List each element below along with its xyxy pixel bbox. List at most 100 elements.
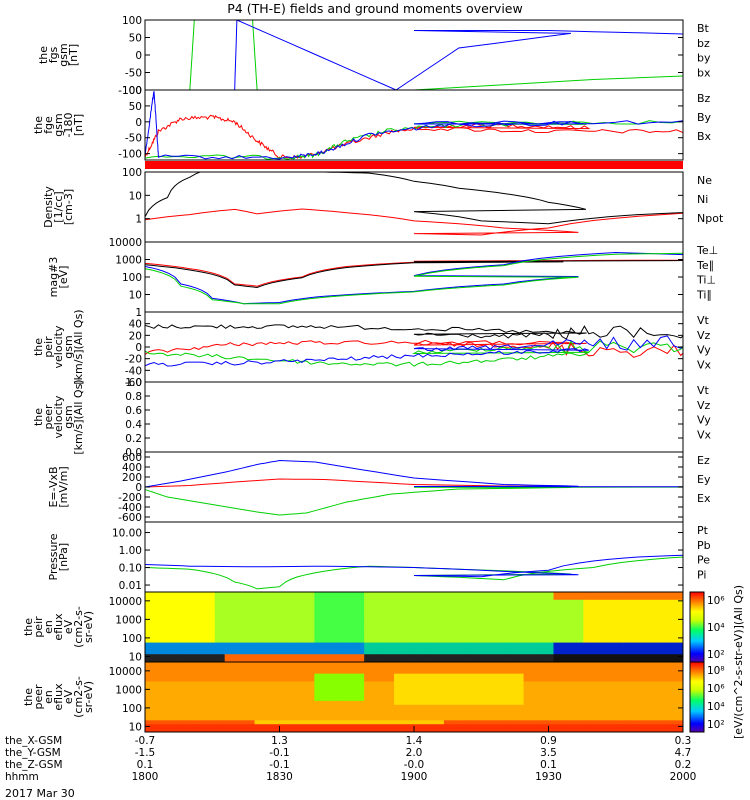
- ytick-density-0: 100: [122, 167, 142, 179]
- panel-frame: [144, 171, 684, 243]
- panels: Btbzbybx100500-50-100thefgsgsm[nT]BzByBx…: [22, 15, 750, 739]
- ytick-temp-1: 1000: [115, 255, 142, 267]
- series-density-Ni: [145, 172, 683, 225]
- ytick-fgs-1: 50: [129, 33, 142, 45]
- ytick-eflux_e-0: 10000: [109, 666, 142, 678]
- ylabel-pressure: Pressure[nPa]: [47, 533, 70, 580]
- ytick-density-1: 10: [129, 190, 142, 202]
- ylabel-density: Density[1/cc][cm-3]: [42, 186, 75, 228]
- ytick-efield-6: -600: [118, 512, 142, 524]
- xrow-label-3: hhmm: [5, 771, 39, 783]
- ytick-pressure-1: 1.00: [119, 545, 142, 557]
- xval-0-3: 0.9: [540, 735, 557, 747]
- ylabel-efield: E=-VxB[mV/m]: [47, 466, 70, 507]
- ytick-fgs-4: -100: [118, 85, 142, 97]
- legend-fgs-1: bz: [697, 37, 710, 50]
- time-axis: -0.7-1.50.118001.3-0.1-0.118301.42.0-0.0…: [5, 726, 696, 783]
- ytick-veli-0: 40: [129, 319, 142, 331]
- ytick-efield-5: -400: [118, 502, 142, 514]
- ytick-veli-3: -20: [125, 354, 142, 366]
- legend-density-0: Ne: [697, 174, 712, 187]
- series-efield-Ex: [145, 459, 683, 488]
- legend-fgs-0: Bt: [697, 22, 710, 35]
- xval-2-4: 0.2: [675, 759, 692, 771]
- legend-fge-2: Bx: [697, 130, 712, 143]
- xrow-label-2: the_Z-GSM: [5, 759, 63, 771]
- legend-fgs-2: by: [697, 52, 711, 65]
- ytick-fge-0: 100: [122, 85, 142, 97]
- legend-fge-0: Bz: [697, 92, 711, 105]
- panel-temp: Te⊥ Te∥ Ti⊥Ti∥ 10000 1000 100 10 1 mag#3[eV]: [47, 237, 718, 319]
- ytick-eflux_e-3: 10: [129, 721, 142, 733]
- xval-3-2: 1900: [401, 771, 428, 783]
- xval-2-0: 0.1: [137, 759, 154, 771]
- ytick-vele-5: 0.0: [125, 447, 142, 459]
- legend-vele-1: Vz: [697, 399, 711, 412]
- panel-eflux_e: 10000 1000 100 10 thepeerenefluxeV(cm2-s-sr-…: [22, 661, 725, 733]
- ytick-vele-4: 0.2: [125, 433, 142, 445]
- ytick-eflux_i-2: 100: [122, 633, 142, 645]
- legend-vele-0: Vt: [697, 384, 710, 397]
- series-veli-Vz: [145, 339, 683, 358]
- ylabel-fgs: thefgsgsm[nT]: [37, 43, 80, 66]
- ylabel-fge: thefgegsm-180[nT]: [32, 113, 85, 138]
- legend-fgs-3: bx: [697, 66, 711, 79]
- legend-temp-0: Te⊥: [696, 244, 718, 257]
- ytick-density-2: 1: [135, 214, 142, 226]
- series-density-Npot: [683, 165, 750, 166]
- legend-veli-2: Vy: [697, 344, 711, 357]
- ytick-fge-3: -50: [125, 133, 142, 145]
- xval-1-0: -1.5: [135, 747, 156, 759]
- panel-density: Ne Ni Npot 100 10 1 Density[1/cc][cm-3]: [42, 165, 750, 243]
- xval-3-1: 1830: [266, 771, 293, 783]
- panel-frame: [144, 89, 684, 161]
- cbar-tick-eflux_e-1: 10⁶: [707, 683, 725, 695]
- legend-pressure-0: Pt: [697, 524, 709, 537]
- flag-bar: [145, 161, 683, 169]
- cbar-tick-eflux_i-0: 10⁶: [707, 595, 725, 607]
- xval-0-2: 1.4: [406, 735, 423, 747]
- ytick-vele-3: 0.4: [125, 419, 142, 431]
- ytick-pressure-2: 0.10: [119, 563, 142, 575]
- cbar-tick-eflux_e-0: 10⁸: [707, 665, 725, 677]
- ytick-vele-1: 0.8: [125, 391, 142, 403]
- xval-0-4: 0.3: [675, 735, 692, 747]
- panel-eflux_i: 10000 1000 100 10 thepeirenefluxeV(cm2-s-sr-…: [22, 591, 725, 663]
- colorbar-eflux_e: [689, 661, 705, 733]
- ytick-temp-4: 1: [135, 307, 142, 319]
- legend-density-1: Ni: [697, 193, 708, 206]
- series-efield-Ey: [145, 486, 683, 516]
- ytick-eflux_e-1: 1000: [115, 684, 142, 696]
- legend-veli-0: Vt: [697, 314, 710, 327]
- panel-frame: [144, 521, 684, 593]
- ytick-fgs-3: -50: [125, 68, 142, 80]
- legend-temp-1: Te∥: [696, 259, 714, 272]
- series-temp-Te⊥: [145, 259, 683, 287]
- ylabel-vele: thepeervelocitygsm[km/s](All Qs): [32, 379, 85, 454]
- cbar-tick-eflux_i-2: 10²: [707, 649, 725, 661]
- series-temp-Te∥: [145, 259, 683, 289]
- xrow-label-1: the_Y-GSM: [5, 747, 61, 759]
- ytick-pressure-0: 10.00: [112, 528, 142, 540]
- series-fge-Bx: [145, 91, 683, 160]
- series-pressure-Pi: [145, 552, 683, 578]
- xval-2-3: 0.1: [540, 759, 557, 771]
- xval-0-0: -0.7: [135, 735, 156, 747]
- xval-3-0: 1800: [132, 771, 159, 783]
- ytick-efield-2: 200: [122, 472, 142, 484]
- ytick-veli-4: -40: [125, 365, 142, 377]
- series-temp-Ti∥: [145, 252, 683, 305]
- series-veli-Vt: [145, 324, 683, 340]
- date-label: 2017 Mar 30: [5, 787, 75, 800]
- series-pressure-Pe: [145, 556, 683, 590]
- ylabel-veli: thepeirvelocitygsm[km/s](All Qs): [32, 309, 85, 384]
- legend-veli-1: Vz: [697, 329, 711, 342]
- legend-temp-3: Ti∥: [696, 288, 712, 301]
- figure-title: P4 (TH-E) fields and ground moments over…: [227, 1, 522, 16]
- xval-1-1: -0.1: [269, 747, 290, 759]
- ytick-eflux_i-0: 10000: [109, 596, 142, 608]
- xval-1-2: 2.0: [406, 747, 423, 759]
- xval-1-4: 4.7: [675, 747, 692, 759]
